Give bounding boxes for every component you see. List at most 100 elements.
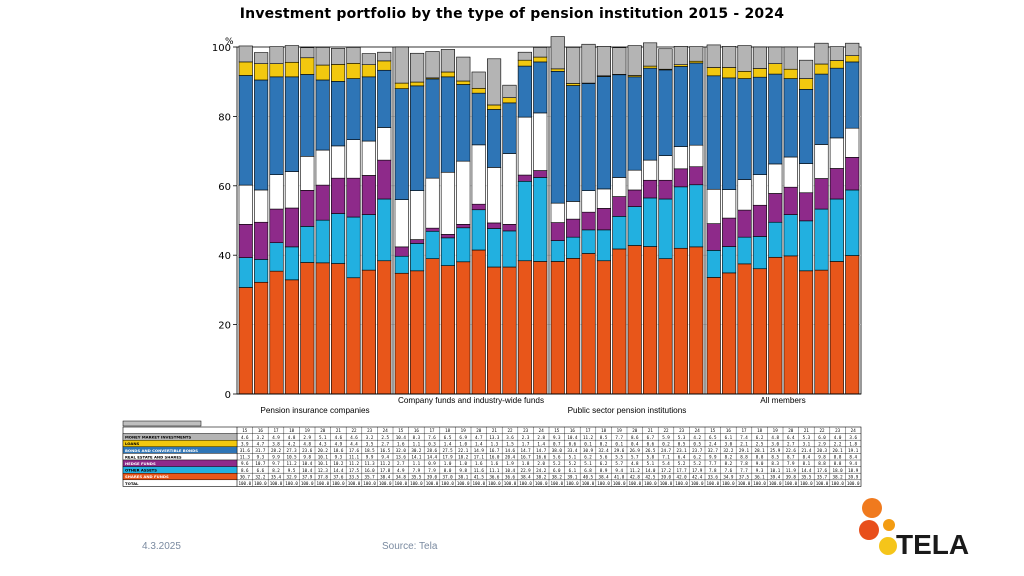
bar-segment [300, 262, 315, 395]
bar-segment [456, 80, 471, 85]
table-cell: 7.9 [428, 468, 436, 473]
table-total-cell: 100.0 [769, 481, 782, 486]
bar-segment [254, 189, 269, 223]
table-cell: 16.5 [380, 448, 391, 453]
bar-segment [533, 61, 548, 114]
table-cell: 3.8 [272, 441, 280, 446]
bar-segment [658, 69, 673, 156]
table-cell: 9.3 [553, 435, 561, 440]
bar-segment [689, 62, 704, 146]
table-cell: 23.7 [692, 448, 703, 453]
table-cell: 4.8 [303, 441, 311, 446]
table-cell: 5.2 [678, 461, 686, 466]
bar-segment [612, 196, 627, 217]
table-cell: 7.4 [740, 435, 748, 440]
table-year: 17 [273, 428, 279, 433]
bar-segment [361, 140, 376, 176]
table-cell: 6.1 [725, 435, 733, 440]
table-cell: 1.6 [475, 461, 483, 466]
bar-segment [300, 190, 315, 227]
table-cell: 4.2 [693, 435, 701, 440]
table-cell: 8.0 [444, 468, 452, 473]
bar-segment [456, 261, 471, 395]
table-cell: 27.3 [287, 448, 298, 453]
table-cell: 4.4 [350, 441, 358, 446]
table-cell: 8.4 [849, 455, 857, 460]
bar-segment [722, 217, 737, 247]
bar-segment [845, 127, 860, 158]
table-year: 23 [835, 428, 841, 433]
bar-segment [768, 221, 783, 258]
bar-segment [238, 61, 253, 76]
bar-segment [566, 47, 581, 84]
bar-segment [487, 104, 502, 110]
table-cell: 2.4 [709, 441, 717, 446]
table-year: 21 [492, 428, 498, 433]
table-cell: 30.2 [411, 448, 422, 453]
table-cell: 32.7 [708, 448, 719, 453]
table-cell: 5.3 [678, 435, 686, 440]
bar-segment [627, 169, 642, 191]
table-cell: 35.4 [271, 474, 282, 479]
bar-segment [456, 160, 471, 225]
bar-segment [612, 177, 627, 197]
legend-label: OTHER ASSETS [125, 468, 157, 473]
bar-segment [533, 177, 548, 262]
table-cell: 6.4 [678, 455, 686, 460]
bar-segment [643, 197, 658, 247]
table-cell: 16.6 [536, 455, 547, 460]
table-cell: 28.1 [755, 448, 766, 453]
table-cell: 9.4 [849, 461, 857, 466]
table-cell: 0.6 [569, 441, 577, 446]
table-total-cell: 100.0 [254, 481, 267, 486]
bar-segment [814, 63, 829, 75]
table-cell: 35.5 [411, 474, 422, 479]
bar-segment [673, 146, 688, 170]
bar-segment [581, 83, 596, 191]
bar-segment [425, 177, 440, 229]
bar-segment [768, 193, 783, 223]
bar-segment [673, 66, 688, 147]
table-cell: 4.3 [319, 441, 327, 446]
table-total-cell: 100.0 [753, 481, 766, 486]
table-cell: 42.8 [630, 474, 641, 479]
bar-segment [845, 157, 860, 191]
table-cell: 14.7 [536, 448, 547, 453]
table-year: 24 [851, 428, 857, 433]
bar-segment [658, 258, 673, 395]
bar-segment [394, 46, 409, 84]
table-cell: 17.6 [817, 468, 828, 473]
bar-segment [706, 250, 721, 278]
table-cell: 3.0 [771, 441, 779, 446]
table-header-swatch [122, 420, 202, 427]
table-cell: 2.9 [818, 441, 826, 446]
bar-segment [689, 246, 704, 395]
table-cell: 0.2 [600, 441, 608, 446]
bar-segment [829, 198, 844, 262]
legend-label: MONEY MARKET INVESTMENTS [125, 435, 192, 440]
table-cell: 27.5 [443, 448, 454, 453]
chart-title: Investment portfolio by the type of pens… [239, 6, 785, 22]
table-cell: 13.6 [396, 455, 407, 460]
table-cell: 34.8 [396, 474, 407, 479]
bar-segment [706, 67, 721, 77]
table-cell: 9.6 [241, 461, 249, 466]
bar-segment [814, 144, 829, 179]
bar-segment [845, 55, 860, 63]
bar-segment [331, 64, 346, 82]
bar-segment [533, 56, 548, 63]
bar-segment [517, 65, 532, 118]
table-year: 21 [336, 428, 342, 433]
table-cell: 4.7 [475, 435, 483, 440]
table-cell: 6.6 [257, 468, 265, 473]
table-year: 18 [289, 428, 295, 433]
bar-segment [254, 259, 269, 283]
bar-segment [706, 223, 721, 251]
bar-segment [502, 266, 517, 395]
table-cell: 0.3 [428, 441, 436, 446]
bar-segment [471, 144, 486, 205]
bar-segment [829, 46, 844, 61]
table-cell: 24.7 [661, 448, 672, 453]
table-cell: 2.7 [381, 441, 389, 446]
table-cell: 9.3 [335, 455, 343, 460]
